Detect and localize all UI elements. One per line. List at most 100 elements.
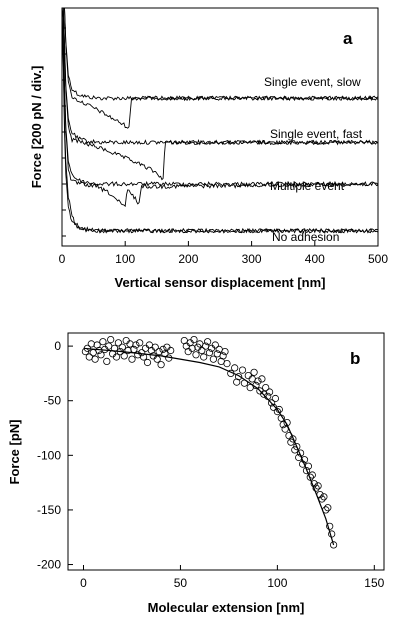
data-point <box>132 341 140 349</box>
trace-retract <box>62 7 379 129</box>
panel-b-x-tick-label: 0 <box>80 576 87 590</box>
data-point <box>184 347 192 356</box>
data-point <box>159 345 167 353</box>
data-point <box>95 346 103 355</box>
data-point <box>254 377 262 385</box>
data-point <box>238 366 247 374</box>
panel-b-x-tick-label: 100 <box>267 576 287 590</box>
panel-a-x-tick-label: 0 <box>59 252 66 266</box>
trace-retract <box>62 7 379 181</box>
data-point <box>231 364 239 372</box>
data-point <box>200 353 208 361</box>
data-point <box>302 466 311 475</box>
panel-a-x-ticks: 0 100 200 300 400 500 <box>59 241 388 266</box>
data-point <box>326 522 334 530</box>
data-point <box>244 371 252 380</box>
data-point <box>163 343 171 351</box>
data-point <box>143 358 152 367</box>
panel-b-x-ticks: 0 50 100 150 <box>80 565 385 590</box>
data-point <box>153 355 161 363</box>
panel-a-x-tick-label: 200 <box>178 252 198 266</box>
data-point <box>262 383 270 392</box>
panel-b-y-tick-label: -100 <box>37 448 61 462</box>
data-point <box>112 353 121 361</box>
panel-a-plot-frame <box>61 7 379 247</box>
panel-a-x-tick-label: 400 <box>305 252 325 266</box>
data-point <box>198 346 206 355</box>
trace-0 <box>62 7 379 129</box>
data-point <box>233 378 241 386</box>
data-point <box>205 349 214 357</box>
data-point <box>320 493 328 501</box>
trace-label-single-fast: Single event, fast <box>270 127 363 141</box>
data-point <box>310 480 318 488</box>
data-point <box>273 407 281 416</box>
data-point <box>271 394 279 403</box>
data-point <box>204 338 212 346</box>
data-point <box>97 351 105 359</box>
trace-2 <box>61 7 379 208</box>
data-point <box>141 344 150 352</box>
data-point <box>219 352 227 360</box>
trace-approach <box>61 7 379 234</box>
trace-retract <box>61 7 379 208</box>
data-point <box>289 435 297 443</box>
panel-b-y-tick-label: -200 <box>37 558 61 572</box>
data-point <box>149 352 157 360</box>
data-point <box>312 484 320 492</box>
data-point <box>300 456 309 464</box>
data-point <box>124 346 132 355</box>
data-point <box>114 339 123 347</box>
panel-a-traces <box>61 7 379 234</box>
panel-b-y-axis-title: Force [pN] <box>7 420 22 485</box>
panel-b-letter: b <box>350 349 360 368</box>
data-point <box>136 339 144 347</box>
data-point <box>188 344 196 352</box>
panel-a-x-tick-label: 100 <box>115 252 135 266</box>
data-point <box>107 335 115 344</box>
panel-b-y-tick-label: -150 <box>37 503 61 517</box>
panel-b-points <box>81 335 338 549</box>
data-point <box>221 347 229 356</box>
trace-3 <box>61 7 379 234</box>
data-point <box>192 351 200 359</box>
panel-b-y-tick-label: 0 <box>54 339 61 353</box>
trace-label-no-adhesion: No adhesion <box>272 230 339 244</box>
data-point <box>209 355 217 363</box>
data-point <box>151 343 159 351</box>
panel-b: 0 -50 -100 -150 -200 0 50 100 150 b Molecular e… <box>7 332 385 615</box>
panel-b-x-axis-title: Molecular extension [nm] <box>148 600 305 615</box>
data-point <box>324 504 332 512</box>
data-point <box>167 346 175 355</box>
panel-b-fit-curve <box>83 347 335 546</box>
data-point <box>314 482 322 490</box>
trace-approach <box>62 7 379 102</box>
data-point <box>157 361 165 369</box>
data-point <box>190 335 198 344</box>
data-point <box>265 388 274 396</box>
panel-b-plot-frame <box>67 332 385 571</box>
data-point <box>87 340 95 348</box>
panel-a-x-tick-label: 300 <box>242 252 262 266</box>
data-point <box>211 341 219 349</box>
data-point <box>329 541 338 549</box>
panel-a-x-tick-label: 500 <box>368 252 388 266</box>
panel-a-x-axis-title: Vertical sensor displacement [nm] <box>115 275 326 290</box>
panel-a: 0 100 200 300 400 500 a Single event, slow Si… <box>29 7 388 290</box>
data-point <box>118 343 126 351</box>
trace-label-single-slow: Single event, slow <box>264 75 361 89</box>
panel-b-x-tick-label: 150 <box>364 576 384 590</box>
data-point <box>281 425 289 433</box>
data-point <box>267 399 276 407</box>
data-point <box>293 442 301 451</box>
panel-b-x-tick-label: 50 <box>174 576 188 590</box>
data-point <box>120 352 128 360</box>
data-point <box>122 336 130 345</box>
trace-1 <box>62 7 379 181</box>
trace-retract <box>61 7 379 234</box>
panel-b-y-tick-label: -50 <box>44 394 62 408</box>
data-point <box>223 359 231 368</box>
data-point <box>126 340 134 348</box>
data-point <box>103 357 111 365</box>
